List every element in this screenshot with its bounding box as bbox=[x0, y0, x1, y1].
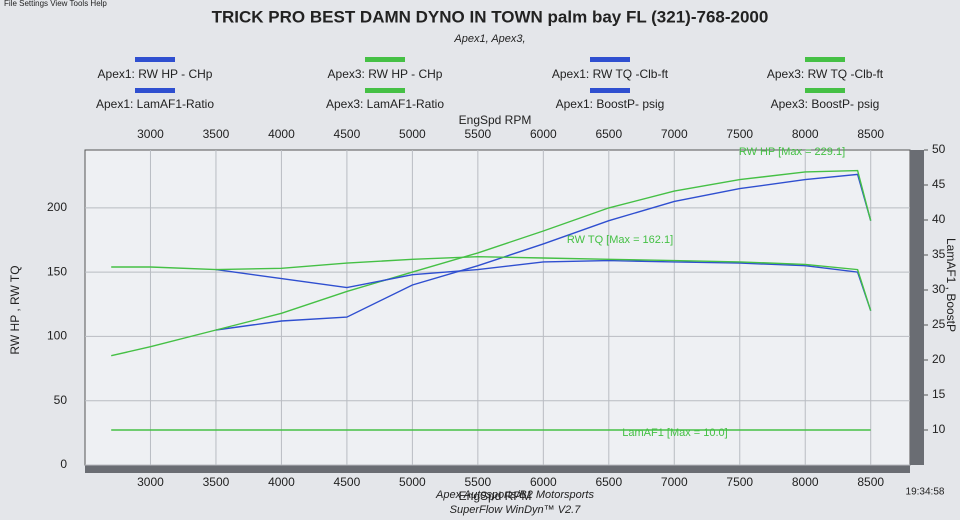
legend-label: Apex1: BoostP- psig bbox=[556, 97, 665, 111]
series-line bbox=[111, 169, 872, 357]
x-tick-label-top: 7500 bbox=[726, 127, 753, 141]
x-tick-label-top: 5500 bbox=[465, 127, 492, 141]
series-line bbox=[215, 173, 872, 331]
y-tick-label: 100 bbox=[47, 329, 67, 343]
x-tick-label: 4000 bbox=[268, 475, 295, 489]
plot-area bbox=[84, 149, 911, 466]
legend-swatch bbox=[805, 88, 845, 93]
x-tick-label: 8500 bbox=[857, 475, 884, 489]
x-tick-label-top: 8500 bbox=[857, 127, 884, 141]
y2-axis-label: LamAF1 , BoostP bbox=[944, 238, 958, 332]
x-axis-label: EngSpd RPM bbox=[459, 489, 532, 503]
legend-swatch bbox=[365, 57, 405, 62]
x-tick-label: 8000 bbox=[792, 475, 819, 489]
x-tick-label-top: 8000 bbox=[792, 127, 819, 141]
legend-label: Apex3: RW TQ -Clb-ft bbox=[767, 67, 884, 81]
y2-tick-label: 25 bbox=[932, 317, 946, 331]
footer-line: SuperFlow WinDyn™ V2.7 bbox=[450, 504, 582, 516]
legend-swatch bbox=[135, 57, 175, 62]
x-tick-label-top: 3500 bbox=[203, 127, 230, 141]
annotation: RW HP [Max = 229.1] bbox=[739, 146, 845, 158]
x-tick-label: 6000 bbox=[530, 475, 557, 489]
legend-label: Apex3: BoostP- psig bbox=[771, 97, 880, 111]
y2-tick-label: 45 bbox=[932, 177, 946, 191]
chart-subtitle: Apex1, Apex3, bbox=[453, 33, 525, 45]
series-line bbox=[215, 259, 872, 311]
x-tick-label: 7500 bbox=[726, 475, 753, 489]
legend-swatch bbox=[365, 88, 405, 93]
y-tick-label: 0 bbox=[60, 457, 67, 471]
chart-title: TRICK PRO BEST DAMN DYNO IN TOWN palm ba… bbox=[212, 7, 769, 26]
y-tick-label: 50 bbox=[54, 393, 68, 407]
annotation: LamAF1 [Max = 10.0] bbox=[622, 427, 727, 439]
legend-swatch bbox=[590, 57, 630, 62]
x-tick-label: 3500 bbox=[203, 475, 230, 489]
legend-label: Apex3: LamAF1-Ratio bbox=[326, 97, 444, 111]
x-axis-label-top: EngSpd RPM bbox=[459, 113, 532, 127]
right-axis-strip bbox=[910, 150, 924, 465]
x-tick-label: 3000 bbox=[137, 475, 164, 489]
x-tick-label-top: 7000 bbox=[661, 127, 688, 141]
annotation: RW TQ [Max = 162.1] bbox=[567, 234, 673, 246]
x-tick-label: 4500 bbox=[334, 475, 361, 489]
x-tick-label-top: 3000 bbox=[137, 127, 164, 141]
legend-label: Apex1: LamAF1-Ratio bbox=[96, 97, 214, 111]
legend-label: Apex1: RW TQ -Clb-ft bbox=[552, 67, 669, 81]
menu-bar[interactable]: File Settings View Tools Help bbox=[4, 0, 107, 8]
y2-tick-label: 10 bbox=[932, 422, 946, 436]
x-tick-label: 6500 bbox=[595, 475, 622, 489]
y2-tick-label: 30 bbox=[932, 282, 946, 296]
clock: 19:34:58 bbox=[906, 487, 945, 498]
footer-line: Apex Autosports/B2 Motorsports bbox=[435, 489, 594, 501]
y2-tick-label: 35 bbox=[932, 247, 946, 261]
x-tick-label: 7000 bbox=[661, 475, 688, 489]
x-tick-label-top: 4500 bbox=[334, 127, 361, 141]
y2-tick-label: 40 bbox=[932, 212, 946, 226]
series-line bbox=[111, 255, 872, 311]
x-tick-label: 5500 bbox=[465, 475, 492, 489]
x-tick-label-top: 6000 bbox=[530, 127, 557, 141]
y2-tick-label: 50 bbox=[932, 142, 946, 156]
y2-tick-label: 20 bbox=[932, 352, 946, 366]
y-tick-label: 200 bbox=[47, 200, 67, 214]
y2-tick-label: 15 bbox=[932, 387, 946, 401]
x-tick-label-top: 5000 bbox=[399, 127, 426, 141]
legend-swatch bbox=[805, 57, 845, 62]
x-tick-label-top: 6500 bbox=[595, 127, 622, 141]
y-axis-label: RW HP , RW TQ bbox=[8, 265, 22, 354]
bottom-axis-strip bbox=[85, 465, 910, 473]
legend-swatch bbox=[590, 88, 630, 93]
legend-label: Apex3: RW HP - CHp bbox=[328, 67, 443, 81]
legend-label: Apex1: RW HP - CHp bbox=[98, 67, 213, 81]
x-tick-label-top: 4000 bbox=[268, 127, 295, 141]
y-tick-label: 150 bbox=[47, 264, 67, 278]
x-tick-label: 5000 bbox=[399, 475, 426, 489]
legend-swatch bbox=[135, 88, 175, 93]
